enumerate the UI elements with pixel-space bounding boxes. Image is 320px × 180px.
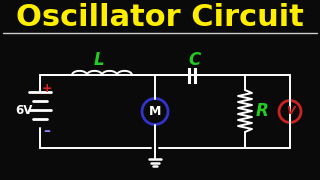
Text: M: M (149, 105, 161, 118)
Circle shape (279, 100, 301, 123)
Text: R: R (256, 102, 268, 120)
Text: C: C (189, 51, 201, 69)
Text: –: – (44, 124, 51, 138)
Text: +: + (42, 82, 52, 96)
Text: V: V (286, 107, 294, 116)
Text: Oscillator Circuit: Oscillator Circuit (16, 3, 304, 31)
Text: L: L (94, 51, 104, 69)
Text: 6V: 6V (15, 103, 33, 116)
